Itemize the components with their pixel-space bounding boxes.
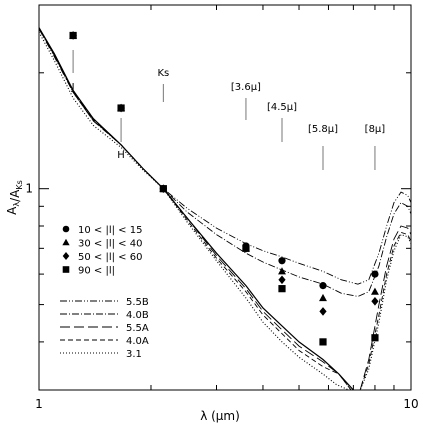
band-label-ks: Ks — [157, 68, 169, 79]
legend-marker-circle — [62, 225, 70, 233]
series-line-3-1 — [39, 31, 411, 390]
band-label-4-5: [4.5μ] — [267, 102, 297, 113]
data-point-square — [278, 285, 286, 293]
band-label-5-8: [5.8μ] — [308, 124, 338, 135]
legend-label-5-5b: 5.5B — [126, 297, 149, 308]
data-point-diamond — [278, 275, 286, 285]
legend-label-50-l-60: 50 < |l| < 60 — [78, 252, 142, 263]
series-line-4-0a — [39, 27, 411, 390]
x-tick-label: 1 — [35, 397, 43, 411]
legend-label-90-l: 90 < |l| — [78, 266, 115, 277]
legend-marker-triangle — [62, 238, 70, 246]
x-axis-label: λ (μm) — [200, 409, 240, 423]
data-point-diamond — [319, 307, 327, 316]
band-label-j: J — [71, 82, 75, 93]
data-point-square — [117, 104, 125, 112]
legend-label-4-0b: 4.0B — [126, 310, 149, 321]
legend-label-3-1: 3.1 — [126, 349, 142, 360]
data-point-diamond — [371, 296, 379, 306]
band-label-h: H — [117, 150, 125, 161]
data-point-square — [371, 334, 379, 342]
x-tick-label: 10 — [403, 397, 418, 411]
curves — [39, 27, 411, 390]
data-point-triangle — [370, 287, 379, 295]
legend-label-5-5a: 5.5A — [126, 323, 149, 334]
band-label-3-6: [3.6μ] — [231, 82, 261, 93]
data-point-circle — [278, 257, 286, 265]
legend-label-30-l-40: 30 < |l| < 40 — [78, 239, 142, 250]
band-label-8: [8μ] — [365, 124, 386, 135]
legend-marker-diamond — [62, 252, 70, 260]
series-line-solid — [39, 27, 354, 390]
data-point-square — [319, 338, 327, 346]
band-markers: J H Ks [3.6μ] [4.5μ] [5.8μ] [8μ] — [71, 50, 386, 170]
data-point-triangle — [319, 293, 327, 302]
data-point-square — [69, 31, 77, 40]
plot-frame — [38, 4, 412, 391]
data-point-square — [242, 244, 250, 252]
data-point-circle — [371, 270, 379, 278]
data-point-circle — [319, 282, 327, 290]
legend-label-4-0a: 4.0A — [126, 336, 149, 347]
series-line-5-5a — [39, 28, 411, 390]
data-point-square — [159, 185, 167, 193]
y-tick-label: 1 — [25, 182, 33, 196]
series-line-5-5b — [39, 28, 411, 285]
legend: 10 < |l| < 15 30 < |l| < 40 50 < |l| < 60 9… — [60, 225, 149, 360]
data-point-triangle — [278, 267, 286, 275]
y-axis-label: Aλ/AKs — [5, 180, 24, 215]
data-points — [69, 31, 379, 346]
legend-label-10-l-15: 10 < |l| < 15 — [78, 225, 142, 236]
legend-marker-square — [62, 266, 70, 273]
